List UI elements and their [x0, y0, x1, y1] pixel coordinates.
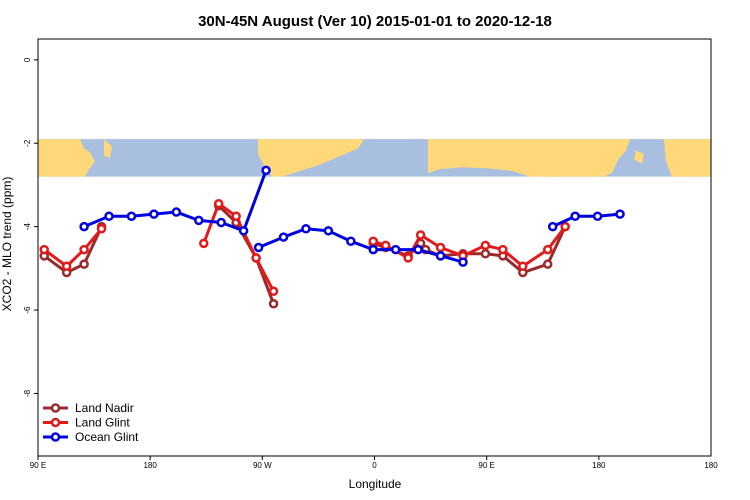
- data-point: [104, 211, 114, 221]
- data-point: [560, 221, 570, 232]
- data-point: [126, 211, 137, 221]
- map-land: [38, 139, 711, 177]
- data-point: [213, 198, 224, 209]
- world-map-band: [38, 139, 711, 177]
- data-point: [261, 165, 271, 176]
- data-point: [301, 223, 311, 234]
- legend-label: Land Glint: [75, 416, 130, 430]
- y-tick-label: -8: [23, 389, 32, 397]
- data-point: [149, 209, 159, 219]
- data-point: [480, 240, 491, 251]
- data-point: [518, 261, 528, 272]
- legend-label: Ocean Glint: [75, 430, 139, 444]
- land-mass: [428, 139, 630, 177]
- data-point: [79, 259, 89, 269]
- data-point: [542, 259, 553, 269]
- data-point: [480, 249, 491, 259]
- series-line: [258, 227, 464, 264]
- y-axis: 0 -2 -4 -6 -8: [23, 57, 38, 397]
- data-point: [79, 221, 89, 232]
- data-point: [547, 221, 558, 232]
- series-group: [79, 165, 625, 267]
- data-point: [238, 226, 249, 236]
- data-point: [79, 244, 89, 255]
- data-point: [346, 236, 356, 246]
- x-axis-title: Longitude: [349, 477, 402, 491]
- y-tick-label: -6: [23, 306, 32, 314]
- data-point: [435, 251, 446, 261]
- data-point: [253, 242, 264, 253]
- data-point: [96, 223, 107, 234]
- data-point: [390, 244, 401, 255]
- data-point: [403, 253, 413, 263]
- data-point: [171, 207, 182, 217]
- x-axis: 90 E 180 90 W 0 90 E 180 180: [30, 456, 718, 470]
- data-point: [199, 238, 209, 249]
- data-point: [61, 261, 72, 272]
- data-point: [498, 244, 508, 255]
- x-tick-label: 90 E: [478, 461, 494, 470]
- data-point: [278, 232, 289, 242]
- land-mass: [38, 139, 95, 177]
- data-point: [592, 211, 603, 221]
- land-mass: [258, 139, 364, 177]
- data-point: [380, 240, 391, 251]
- series-line: [552, 212, 621, 229]
- land-mass: [664, 139, 711, 177]
- data-point: [231, 211, 241, 221]
- data-point: [194, 215, 204, 226]
- series-line: [372, 225, 567, 268]
- series-line: [43, 227, 103, 268]
- chart-title: 30N-45N August (Ver 10) 2015-01-01 to 20…: [198, 13, 552, 30]
- series-group: [39, 201, 570, 309]
- x-tick-label: 180: [592, 461, 606, 470]
- data-point: [615, 209, 625, 219]
- data-point: [268, 286, 279, 297]
- y-tick-label: -2: [23, 139, 32, 147]
- data-point: [413, 244, 423, 255]
- data-point: [570, 211, 580, 221]
- y-axis-title: XCO2 - MLO trend (ppm): [0, 177, 14, 312]
- series-line: [43, 226, 103, 275]
- legend-swatch-marker: [50, 417, 61, 428]
- land-mass: [104, 139, 112, 158]
- data-point: [39, 244, 49, 255]
- data-point: [216, 217, 226, 228]
- x-tick-label: 0: [372, 461, 377, 470]
- data-point: [251, 253, 261, 263]
- data-point: [542, 244, 553, 255]
- data-point: [435, 242, 446, 253]
- data-point: [415, 230, 426, 240]
- legend-swatch-marker: [50, 403, 61, 413]
- series-group: [39, 198, 570, 297]
- data-point: [368, 236, 379, 246]
- legend-label: Land Nadir: [75, 401, 134, 415]
- data-point: [268, 299, 279, 309]
- x-tick-label: 90 E: [30, 461, 46, 470]
- y-tick-label: 0: [23, 57, 32, 62]
- x-tick-label: 180: [704, 461, 718, 470]
- x-tick-label: 180: [143, 461, 157, 470]
- y-tick-label: -4: [23, 223, 32, 231]
- x-tick-label: 90 W: [253, 461, 272, 470]
- data-point: [368, 244, 379, 255]
- land-mass: [634, 150, 644, 164]
- data-point: [323, 226, 334, 236]
- legend-swatch-marker: [50, 432, 61, 442]
- data-point: [458, 257, 468, 267]
- series-layer: [39, 165, 625, 309]
